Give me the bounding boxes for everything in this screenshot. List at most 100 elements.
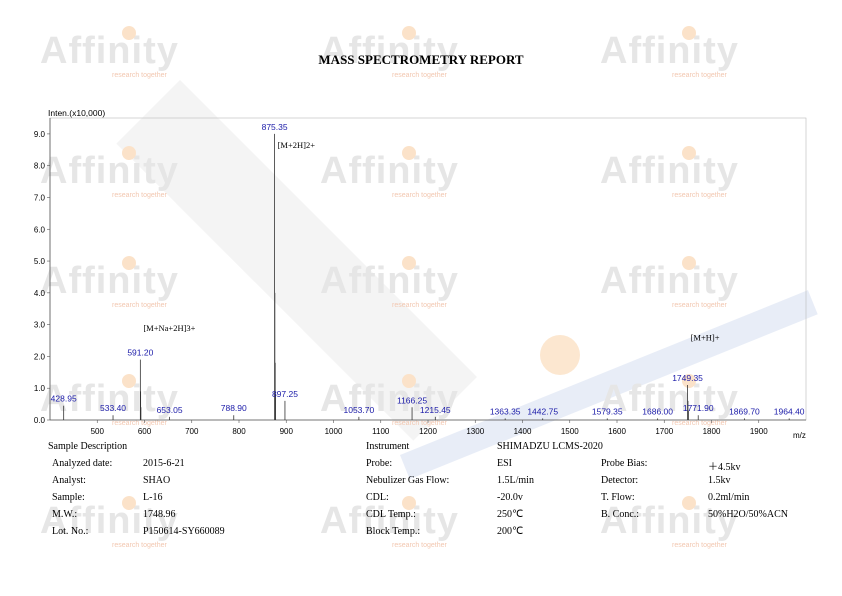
peak-label: 653.05 [157, 405, 183, 415]
instrument-setting-value: 0.2ml/min [708, 492, 750, 503]
watermark-tagline: research together [112, 192, 167, 199]
watermark-tagline: research together [112, 72, 167, 79]
watermark-tagline: research together [672, 72, 727, 79]
ion-annotation: [M+Na+2H]3+ [143, 323, 195, 333]
sample-field-value: SHAO [143, 475, 171, 486]
instrument-setting-label: B. Conc.: [601, 509, 640, 520]
x-tick-label: 900 [280, 427, 294, 436]
y-tick-label: 1.0 [34, 384, 46, 393]
y-axis-label: Inten.(x10,000) [48, 108, 105, 118]
sample-field-label: Analyst: [52, 475, 86, 486]
x-tick-label: 700 [185, 427, 199, 436]
x-tick-label: 1700 [655, 427, 673, 436]
watermark-orb [540, 335, 580, 375]
instrument-field-value: 1.5L/min [497, 475, 534, 486]
y-tick-label: 0.0 [34, 416, 46, 425]
peak-label: 788.90 [221, 403, 247, 413]
x-tick-label: 1900 [750, 427, 768, 436]
y-tick-label: 6.0 [34, 225, 46, 234]
watermark-tagline: research together [672, 542, 727, 549]
watermark-logo: Affinity [600, 500, 739, 542]
watermark-tagline: research together [672, 302, 727, 309]
mass-spectrum-chart: Inten.(x10,000) m/z 500 600 700 800 900 1000 1… [34, 108, 807, 440]
ion-annotation: [M+2H]2+ [278, 140, 316, 150]
instrument-field-label: CDL: [366, 492, 389, 503]
y-tick-label: 2.0 [34, 352, 46, 361]
watermark-tagline: research together [392, 542, 447, 549]
watermark-tagline: research together [392, 192, 447, 199]
peak-label: 1749.35 [672, 373, 703, 383]
watermark-tagline: research together [392, 302, 447, 309]
sample-field-label: M.W.: [52, 509, 78, 520]
watermark-logo: Affinity [320, 30, 459, 72]
instrument-setting-label: T. Flow: [601, 492, 635, 503]
instrument-setting-value: ＋4.5kv [708, 462, 741, 473]
sample-field-value: P150614-SY660089 [143, 526, 225, 537]
x-tick-label: 1200 [419, 427, 437, 436]
instrument-field-value: 200℃ [497, 526, 524, 537]
watermark-tagline: research together [392, 420, 447, 427]
x-tick-label: 800 [232, 427, 246, 436]
watermark-dot [122, 496, 136, 510]
x-tick-label: 1000 [325, 427, 343, 436]
y-tick-label: 7.0 [34, 193, 46, 202]
y-tick-label: 3.0 [34, 321, 46, 330]
instrument-field-value: 250℃ [497, 509, 524, 520]
ion-annotation: [M+H]+ [691, 333, 720, 343]
watermark-dot [402, 496, 416, 510]
watermark-logo: Affinity [320, 500, 459, 542]
watermark-dot [402, 26, 416, 40]
watermark-logo: Affinity [600, 378, 739, 420]
x-tick-label: 1400 [514, 427, 532, 436]
sample-field-label: Analyzed date: [52, 458, 113, 469]
sample-field-label: Sample: [52, 492, 85, 503]
peak-label-group: 428.95 533.40 591.20 653.05 788.90 875.35 897.… [51, 122, 805, 417]
watermark-tagline: research together [672, 192, 727, 199]
watermark-logo: Affinity [40, 378, 179, 420]
watermark-tagline: research together [112, 420, 167, 427]
instrument-field-label: Block Temp.: [366, 526, 421, 537]
instrument-setting-label: Detector: [601, 475, 639, 486]
watermark-logo: Affinity [320, 150, 459, 192]
watermark-logo: Affinity [40, 260, 179, 302]
peak-label: 1053.70 [344, 405, 375, 415]
peak-label: 1869.70 [729, 406, 760, 416]
sample-field-value: 1748.96 [143, 509, 176, 520]
watermark-logo: Affinity [40, 30, 179, 72]
peak-label: 875.35 [262, 122, 288, 132]
sample-heading: Sample Description [48, 441, 128, 452]
y-tick-label: 4.0 [34, 289, 46, 298]
x-tick-label: 1300 [466, 427, 484, 436]
peak-label: 1771.90 [683, 403, 714, 413]
watermark-logo: Affinity [600, 150, 739, 192]
watermark-logo: Affinity [40, 500, 179, 542]
watermark-logo: Affinity [600, 30, 739, 72]
peak-label: 591.20 [127, 348, 153, 358]
instrument-setting-value: 1.5kv [708, 475, 731, 486]
watermark-dot [402, 374, 416, 388]
peak-label: 1442.75 [527, 406, 558, 416]
peak-label: 1579.35 [592, 406, 623, 416]
peak-label: 1363.35 [490, 406, 521, 416]
chart-axes: 500 600 700 800 900 1000 1100 1200 1300 1400 1500 1… [34, 117, 807, 436]
peak-label: 428.95 [51, 394, 77, 404]
watermark-tagline: research together [112, 542, 167, 549]
instrument-field-value: -20.0v [497, 492, 523, 503]
peak-label: 1166.25 [397, 395, 427, 405]
instrument-model: SHIMADZU LCMS-2020 [497, 441, 603, 452]
sample-field-value: 2015-6-21 [143, 458, 185, 469]
peak-label: 533.40 [100, 403, 126, 413]
x-tick-label: 1600 [608, 427, 626, 436]
watermark-dot [122, 26, 136, 40]
watermark-tagline: research together [392, 72, 447, 79]
x-axis-label: m/z [793, 431, 806, 440]
sample-field-value: L-16 [143, 492, 163, 503]
watermark-dot [122, 256, 136, 270]
watermark-dot [122, 146, 136, 160]
peak-label: 897.25 [272, 389, 298, 399]
x-tick-label: 500 [91, 427, 105, 436]
instrument-field-label: Nebulizer Gas Flow: [366, 475, 450, 486]
watermark-logo: Affinity [600, 260, 739, 302]
peak-label: 1686.00 [642, 406, 673, 416]
x-tick-label: 1500 [561, 427, 579, 436]
